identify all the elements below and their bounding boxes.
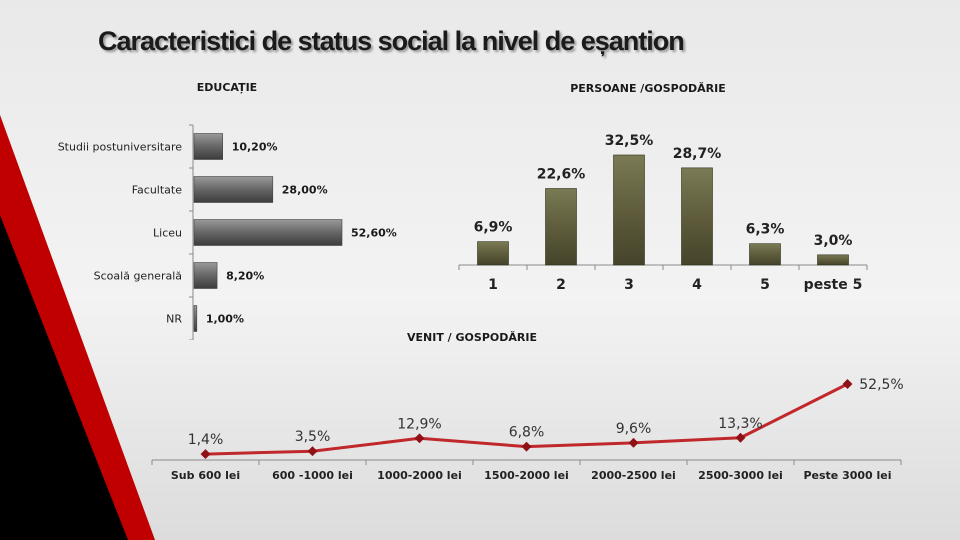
persons-category-label: 5	[760, 277, 770, 293]
education-bar	[193, 176, 274, 203]
education-category-label: Liceu	[153, 227, 182, 240]
income-data-label: 12,9%	[397, 416, 441, 432]
persons-data-label: 32,5%	[605, 133, 654, 149]
persons-data-label: 22,6%	[537, 167, 586, 183]
persons-category-label: 2	[556, 277, 566, 293]
education-bar	[193, 133, 223, 160]
income-point	[628, 437, 639, 448]
education-bar	[193, 262, 218, 289]
page-title: Caracteristici de status social la nivel…	[98, 26, 685, 56]
persons-per-household-chart: PERSOANE /GOSPODĂRIE 6,9% 1 22,6% 2 32,5% 3 28,…	[458, 82, 868, 293]
persons-category-label: 1	[488, 277, 498, 293]
income-category-label: 2500-3000 lei	[698, 469, 783, 482]
education-data-label: 10,20%	[232, 141, 278, 154]
income-point	[414, 433, 425, 444]
education-category-label: Facultate	[132, 184, 183, 197]
persons-data-label: 6,9%	[474, 220, 513, 236]
income-data-label: 6,8%	[509, 425, 545, 441]
income-category-label: Peste 3000 lei	[803, 469, 891, 482]
income-category-label: 1000-2000 lei	[377, 469, 462, 482]
income-point	[307, 446, 318, 457]
persons-data-label: 6,3%	[746, 222, 785, 238]
income-category-label: 600 -1000 lei	[272, 469, 353, 482]
income-data-label: 52,5%	[859, 377, 903, 393]
income-point	[842, 379, 853, 389]
income-point	[521, 441, 532, 452]
education-chart-title: EDUCAȚIE	[197, 81, 257, 94]
persons-bar	[681, 167, 713, 266]
income-category-label: Sub 600 lei	[171, 469, 240, 482]
income-point	[200, 449, 211, 460]
persons-data-label: 3,0%	[814, 233, 853, 249]
persons-bar	[613, 154, 645, 266]
education-bar	[193, 305, 198, 332]
income-chart-title: VENIT / GOSPODĂRIE	[407, 331, 537, 344]
persons-category-label: peste 5	[804, 277, 863, 293]
education-data-label: 1,00%	[206, 313, 244, 326]
education-category-label: Studii postuniversitare	[58, 141, 183, 154]
income-data-label: 13,3%	[718, 416, 762, 432]
black-stripe	[0, 215, 128, 540]
education-chart: EDUCAȚIE Studii postuniversitare 10,20% Fac…	[58, 81, 397, 340]
persons-chart-title: PERSOANE /GOSPODĂRIE	[570, 82, 726, 95]
persons-bar	[545, 188, 577, 266]
education-data-label: 28,00%	[282, 184, 328, 197]
education-category-label: NR	[166, 313, 182, 326]
persons-bar	[817, 254, 849, 266]
income-category-label: 1500-2000 lei	[484, 469, 569, 482]
persons-data-label: 28,7%	[673, 146, 722, 162]
income-point	[735, 432, 746, 443]
persons-bar	[477, 241, 509, 266]
income-category-label: 2000-2500 lei	[591, 469, 676, 482]
education-data-label: 52,60%	[351, 227, 397, 240]
income-data-label: 1,4%	[188, 432, 224, 448]
education-bar	[193, 219, 343, 246]
income-data-label: 3,5%	[295, 429, 331, 445]
education-category-label: Scoală generală	[94, 270, 182, 283]
persons-category-label: 3	[624, 277, 634, 293]
income-per-household-chart: VENIT / GOSPODĂRIE 1,4% Sub 600 lei 3,5% 600…	[151, 331, 904, 482]
persons-category-label: 4	[692, 277, 702, 293]
income-data-label: 9,6%	[616, 421, 652, 437]
education-data-label: 8,20%	[226, 270, 264, 283]
persons-bar	[749, 243, 781, 266]
